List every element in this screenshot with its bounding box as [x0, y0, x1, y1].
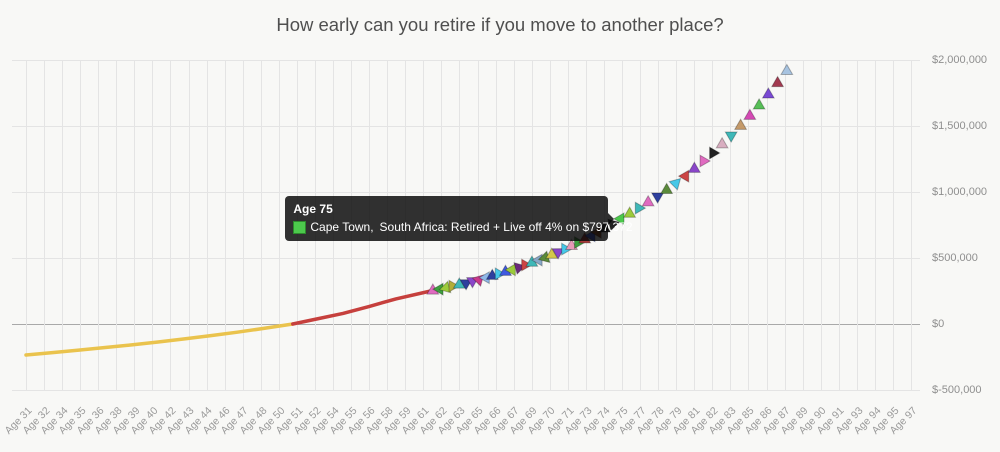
v-gridline: [116, 60, 118, 390]
v-gridline: [748, 60, 750, 390]
v-gridline: [260, 60, 262, 390]
v-gridline: [152, 60, 154, 390]
retirement-point[interactable]: [551, 244, 567, 260]
chart-title: How early can you retire if you move to …: [276, 14, 724, 35]
v-gridline: [188, 60, 190, 390]
v-gridline: [622, 60, 624, 390]
v-gridline: [134, 60, 136, 390]
v-gridline: [892, 60, 894, 390]
retirement-point[interactable]: [641, 194, 655, 207]
v-gridline: [242, 60, 244, 390]
tooltip-body: Cape Town, South Africa: Retired + Live …: [293, 219, 633, 235]
tooltip-text: South Africa: Retired + Live off 4% on $…: [379, 220, 633, 235]
tooltip-caret: [608, 212, 615, 225]
retirement-point[interactable]: [545, 247, 559, 259]
retirement-point[interactable]: [761, 86, 776, 99]
retirement-point[interactable]: [752, 97, 766, 110]
retirement-point[interactable]: [634, 201, 647, 215]
retirement-point[interactable]: [649, 188, 665, 205]
retirement-point[interactable]: [705, 144, 721, 160]
tooltip-city: Cape Town,: [310, 220, 374, 235]
retirement-point[interactable]: [485, 268, 499, 280]
retirement-point[interactable]: [612, 212, 625, 226]
v-gridline: [26, 60, 27, 390]
retirement-point[interactable]: [452, 277, 466, 289]
retirement-point[interactable]: [743, 108, 757, 120]
retirement-point[interactable]: [622, 206, 637, 218]
retirement-point[interactable]: [733, 118, 748, 130]
retirement-point[interactable]: [494, 267, 507, 281]
v-gridline: [676, 60, 678, 390]
v-gridline: [640, 60, 642, 390]
v-gridline: [802, 60, 804, 390]
v-gridline: [911, 60, 912, 390]
v-gridline: [766, 60, 768, 390]
retirement-point[interactable]: [668, 174, 684, 191]
v-gridline: [784, 60, 786, 390]
v-gridline: [874, 60, 876, 390]
y-tick-label: $0: [932, 318, 945, 330]
v-gridline: [694, 60, 696, 390]
retirement-point[interactable]: [715, 136, 729, 149]
retirement-point[interactable]: [770, 75, 785, 88]
v-gridline: [820, 60, 822, 390]
v-gridline: [856, 60, 858, 390]
y-tick-label: $1,000,000: [932, 186, 988, 198]
v-gridline: [712, 60, 714, 390]
net-worth-positive-line: [291, 288, 435, 326]
retirement-point[interactable]: [457, 275, 473, 291]
v-gridline: [170, 60, 172, 390]
retirement-point[interactable]: [724, 127, 740, 144]
retirement-point[interactable]: [780, 63, 794, 76]
tooltip-title: Age 75: [293, 202, 333, 217]
retirement-point[interactable]: [564, 238, 579, 250]
v-gridline: [658, 60, 660, 390]
retirement-point[interactable]: [699, 154, 712, 168]
h-gridline: [12, 258, 920, 259]
y-tick-label: $1,500,000: [932, 120, 988, 132]
h-gridline: [12, 126, 920, 127]
retirement-point[interactable]: [448, 279, 461, 293]
v-gridline: [838, 60, 840, 390]
y-tick-label: $-500,000: [932, 384, 982, 396]
v-gridline: [62, 60, 64, 390]
net-worth-negative-line: [24, 322, 295, 357]
chart-tooltip: Age 75 Cape Town, South Africa: Retired …: [285, 196, 633, 242]
h-gridline: [12, 192, 920, 193]
y-tick-label: $500,000: [932, 252, 978, 264]
v-gridline: [206, 60, 208, 390]
h-gridline: [12, 390, 920, 391]
retirement-point[interactable]: [687, 161, 702, 173]
v-gridline: [730, 60, 732, 390]
retirement-point[interactable]: [504, 261, 520, 277]
zero-gridline: [12, 324, 920, 325]
retirement-point[interactable]: [677, 169, 690, 183]
v-gridline: [278, 60, 280, 390]
v-gridline: [44, 60, 46, 390]
h-gridline: [12, 60, 920, 61]
y-tick-label: $2,000,000: [932, 54, 988, 66]
v-gridline: [98, 60, 100, 390]
retirement-point[interactable]: [659, 182, 674, 194]
v-gridline: [80, 60, 82, 390]
v-gridline: [224, 60, 226, 390]
retirement-point[interactable]: [521, 258, 533, 272]
tooltip-series-swatch: [293, 220, 307, 234]
